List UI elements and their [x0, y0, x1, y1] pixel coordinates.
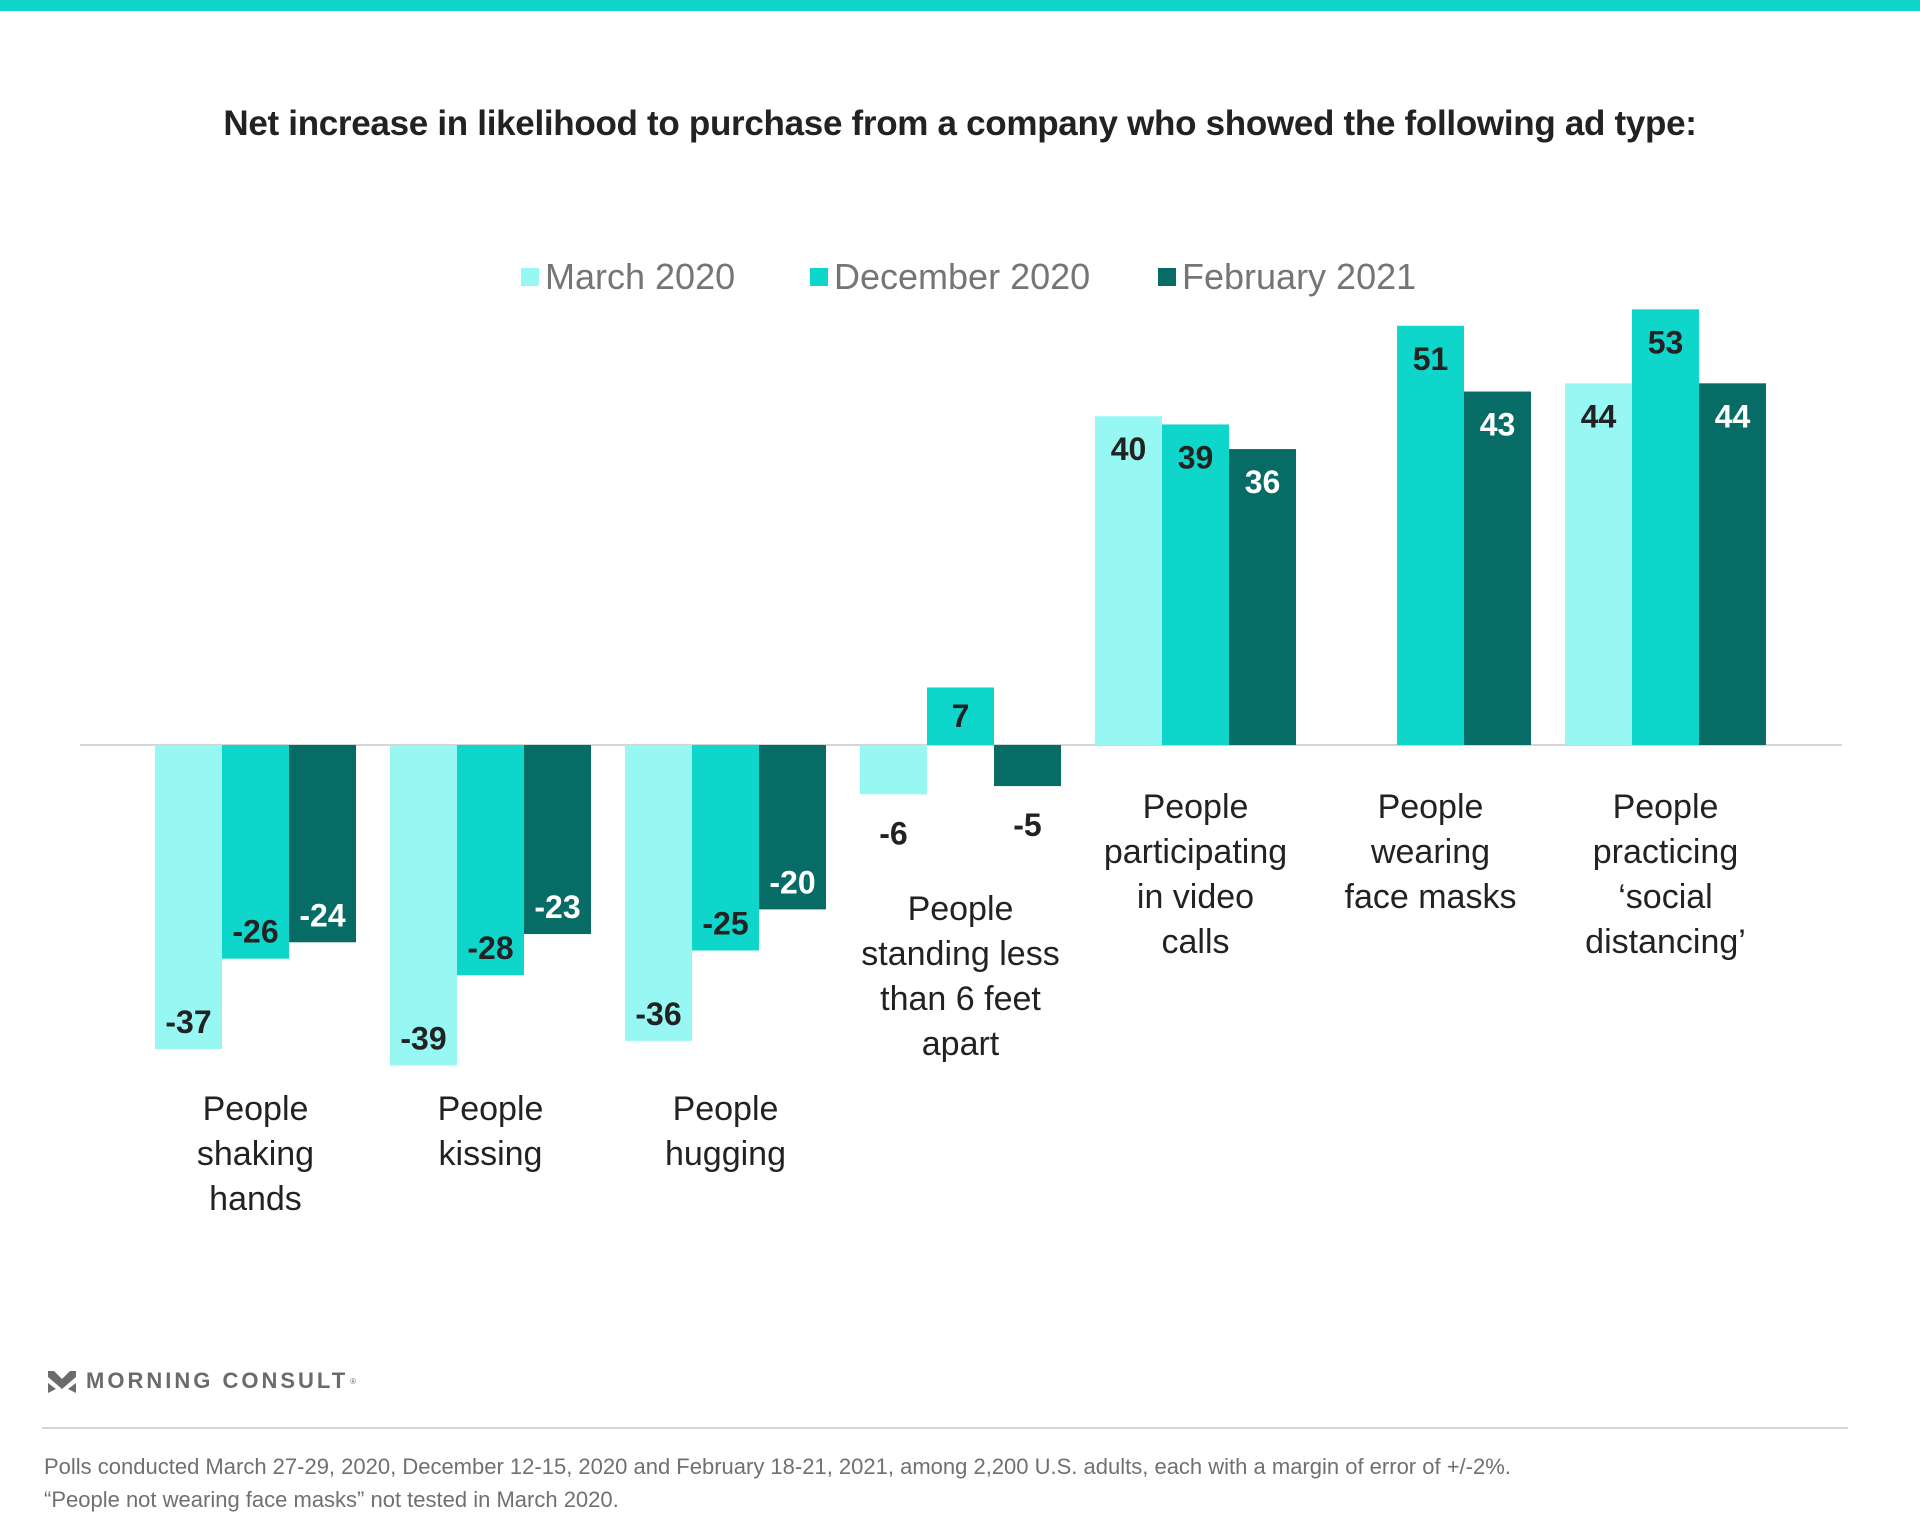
value-label: 39	[1178, 439, 1214, 475]
bar-february-2021	[1464, 391, 1531, 745]
bar-february-2021	[759, 745, 826, 910]
bar-march-2020	[860, 745, 927, 795]
category-label: standing less	[861, 935, 1059, 973]
value-label: 44	[1715, 398, 1751, 434]
bar-december-2020	[1162, 424, 1229, 745]
category-label: wearing	[1370, 833, 1490, 871]
top-accent-bar	[0, 0, 1920, 11]
bar-december-2020	[692, 745, 759, 951]
value-label: -36	[635, 996, 681, 1032]
category-label: People	[438, 1090, 544, 1128]
value-label: -28	[467, 930, 513, 966]
value-label: -23	[534, 889, 580, 925]
category-label: apart	[922, 1025, 1000, 1063]
morning-consult-logo: MORNING CONSULT ®	[48, 1366, 356, 1396]
bar-february-2021	[994, 745, 1061, 787]
category-label: distancing’	[1585, 923, 1746, 961]
bar-december-2020	[1397, 325, 1464, 745]
legend-swatch-february-2021	[1158, 268, 1176, 286]
bar-february-2021	[524, 745, 591, 935]
category-label: in video	[1137, 878, 1254, 916]
bar-december-2020	[927, 687, 994, 745]
legend-label-february-2021: February 2021	[1182, 256, 1417, 297]
bar-march-2020	[155, 745, 222, 1050]
value-label: 7	[952, 698, 970, 734]
value-label: -37	[165, 1004, 211, 1040]
value-label: 43	[1480, 407, 1516, 443]
value-label: 44	[1581, 398, 1617, 434]
footer-divider	[42, 1427, 1848, 1429]
legend-swatch-march-2020	[521, 268, 539, 286]
legend-swatch-december-2020	[810, 268, 828, 286]
value-label: -26	[232, 914, 278, 950]
value-label: -20	[769, 864, 815, 900]
category-label: participating	[1104, 833, 1287, 871]
bar-december-2020	[1632, 309, 1699, 745]
category-label: People	[1613, 788, 1719, 826]
chart-title: Net increase in likelihood to purchase f…	[223, 104, 1697, 143]
category-label: ‘social	[1618, 878, 1712, 916]
bar-march-2020	[1565, 383, 1632, 745]
category-label: People	[203, 1090, 309, 1128]
category-label: People	[1378, 788, 1484, 826]
category-label: calls	[1161, 923, 1229, 961]
value-label: -25	[702, 906, 748, 942]
bar-december-2020	[222, 745, 289, 959]
category-label: kissing	[439, 1135, 543, 1173]
registered-mark: ®	[350, 1376, 357, 1386]
methodology-note: Polls conducted March 27-29, 2020, Decem…	[44, 1454, 1511, 1479]
value-label: 36	[1245, 464, 1281, 500]
bar-march-2020	[625, 745, 692, 1041]
bar-february-2021	[289, 745, 356, 943]
category-label: practicing	[1593, 833, 1739, 871]
brand-name: MORNING CONSULT	[86, 1368, 349, 1393]
bar-december-2020	[457, 745, 524, 976]
bar-february-2021	[1229, 449, 1296, 745]
value-label: -5	[1013, 807, 1041, 843]
value-label: 53	[1648, 324, 1684, 360]
value-label: -24	[299, 897, 345, 933]
bar-february-2021	[1699, 383, 1766, 745]
value-label: 40	[1111, 431, 1147, 467]
category-label: People	[673, 1090, 779, 1128]
legend-item-february-2021: February 2021	[1158, 252, 1416, 302]
value-label: -6	[879, 815, 907, 851]
category-label: shaking	[197, 1135, 314, 1173]
legend-label-march-2020: March 2020	[545, 256, 736, 297]
legend-item-december-2020: December 2020	[810, 252, 1090, 302]
value-label: 51	[1413, 341, 1449, 377]
category-label: hugging	[665, 1135, 786, 1173]
legend: March 2020 December 2020 February 2021	[0, 252, 1920, 302]
legend-label-december-2020: December 2020	[834, 256, 1091, 297]
value-label: -39	[400, 1021, 446, 1057]
bar-march-2020	[1095, 416, 1162, 745]
bar-march-2020	[390, 745, 457, 1066]
category-label: than 6 feet	[880, 980, 1041, 1018]
category-label: hands	[209, 1180, 302, 1218]
morning-consult-logo-icon	[48, 1371, 76, 1393]
legend-item-march-2020: March 2020	[521, 252, 735, 302]
category-label: People	[908, 890, 1014, 928]
footnote: “People not wearing face masks” not test…	[44, 1487, 619, 1512]
category-label: face masks	[1345, 878, 1517, 916]
category-label: People	[1143, 788, 1249, 826]
